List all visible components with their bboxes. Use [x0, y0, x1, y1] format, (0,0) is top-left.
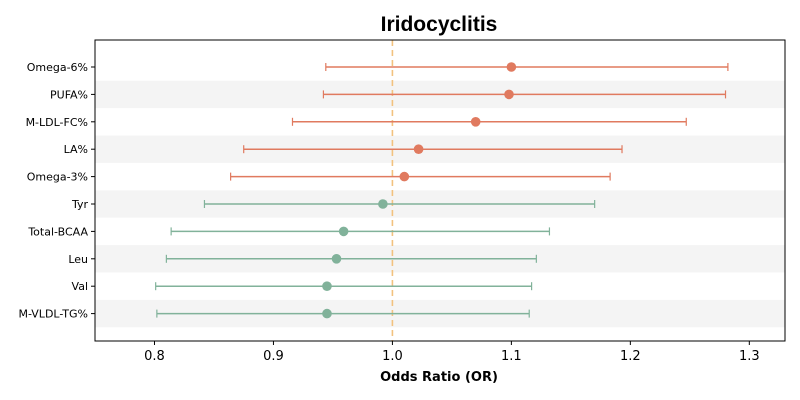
point-estimate	[413, 144, 424, 154]
x-tick-label: 1.0	[382, 349, 403, 364]
point-estimate	[399, 171, 410, 182]
data-marks	[155, 62, 729, 319]
point-estimate	[470, 117, 481, 127]
chart-title: Iridocyclitis	[381, 13, 498, 36]
x-tick-label: 1.1	[501, 349, 522, 364]
point-estimate	[331, 253, 342, 264]
y-tick-label: LA%	[64, 143, 88, 156]
y-tick-label: Val	[72, 280, 88, 293]
point-estimate	[322, 281, 332, 292]
plot-axes: Omega-6% PUFA% M-LDL-FC% LA% Omega-3% Tyr Tota…	[18, 39, 786, 364]
y-tick-label: M-LDL-FC%	[26, 116, 88, 129]
point-estimate	[378, 199, 388, 209]
point-estimate	[338, 226, 349, 237]
x-tick-label: 1.3	[739, 349, 760, 364]
y-tick-label: Omega-6%	[27, 61, 88, 74]
point-estimate	[506, 62, 517, 72]
y-tick-label: M-VLDL-TG%	[18, 308, 88, 321]
y-tick-label: Omega-3%	[27, 171, 88, 184]
plot-frame	[94, 39, 786, 342]
x-tick-label: 0.9	[263, 349, 284, 364]
y-tick-label: PUFA%	[50, 88, 88, 101]
x-axis-label: Odds Ratio (OR)	[380, 370, 498, 385]
y-tick-label: Tyr	[71, 198, 89, 211]
x-tick-label: 1.2	[620, 349, 641, 364]
point-estimate	[504, 89, 514, 100]
y-tick-label: Total-BCAA	[27, 225, 88, 238]
x-tick-label: 0.8	[144, 349, 165, 364]
y-tick-label: Leu	[68, 253, 88, 266]
point-estimate	[322, 308, 332, 319]
